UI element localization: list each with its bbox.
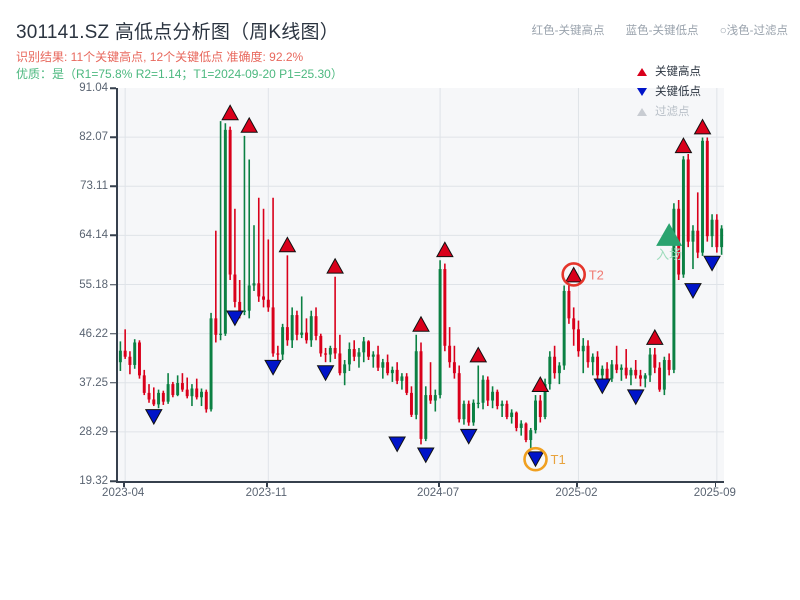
x-axis-tick-label: 2025-02 (555, 487, 598, 499)
y-axis-tick (110, 234, 116, 237)
top-legend-filter: ○浅色-过滤点 (719, 25, 788, 37)
legend-item-key-high: 关键高点 (637, 62, 701, 82)
page-title: 301141.SZ 高低点分析图（周K线图） (16, 22, 339, 43)
triangle-outline-icon (637, 108, 647, 116)
y-axis-tick-label: 37.25 (79, 376, 108, 389)
x-axis-tick (714, 481, 717, 487)
x-axis-tick (438, 481, 440, 487)
legend-item-key-low: 关键低点 (637, 82, 701, 102)
x-axis-tick (123, 481, 125, 487)
recognition-result-text: 识别结果: 11个关键高点, 12个关键低点 准确度: 92.2% (16, 50, 304, 64)
y-axis-tick-label: 28.29 (79, 425, 108, 438)
legend-label-key-high: 关键高点 (655, 66, 701, 78)
top-legend-high: 红色-关键高点 (531, 25, 605, 37)
legend-item-filter: 过滤点 (637, 102, 701, 122)
y-axis-tick (110, 87, 116, 89)
x-axis-tick-label: 2025-09 (693, 487, 736, 499)
legend-label-filter: 过滤点 (655, 106, 690, 118)
x-axis-tick-label: 2023-04 (102, 487, 145, 499)
y-axis-tick (110, 136, 116, 138)
y-axis-tick-label: 19.32 (79, 475, 108, 487)
y-axis-tick (110, 382, 116, 384)
top-legend: 红色-关键高点 蓝色-关键低点 ○浅色-过滤点 (514, 22, 788, 38)
candlestick-svg: 入场 T2 T1 (118, 88, 724, 481)
y-axis-tick (110, 185, 116, 187)
legend-label-key-low: 关键低点 (655, 86, 701, 98)
y-axis-tick (110, 431, 116, 433)
y-axis-tick (110, 480, 116, 482)
y-axis-tick (110, 332, 116, 335)
y-axis-tick-label: 46.22 (79, 327, 108, 340)
x-axis-tick-label: 2024-07 (416, 487, 460, 499)
x-axis-tick-label: 2023-11 (245, 487, 287, 499)
y-axis-tick-label: 82.07 (79, 131, 108, 144)
svg-text:T2: T2 (589, 267, 604, 282)
triangle-up-icon (637, 68, 647, 76)
y-axis-tick (110, 283, 116, 286)
svg-text:入场: 入场 (656, 247, 682, 262)
svg-text:T1: T1 (551, 452, 566, 467)
candlestick-plot-area[interactable]: 入场 T2 T1 (116, 88, 724, 483)
y-axis-tick-label: 64.14 (79, 229, 108, 242)
quality-result-text: 优质：是（R1=75.8% R2=1.14；T1=2024-09-20 P1=2… (16, 67, 343, 81)
chart-legend: 关键高点 关键低点 过滤点 (637, 62, 701, 122)
x-axis-tick (576, 481, 578, 487)
y-axis-tick-label: 91.04 (79, 82, 108, 94)
x-axis-tick (266, 481, 268, 487)
triangle-down-icon (637, 88, 647, 96)
y-axis-tick-label: 55.18 (79, 278, 108, 291)
top-legend-low: 蓝色-关键低点 (625, 25, 699, 37)
y-axis-tick-label: 73.11 (80, 180, 108, 193)
